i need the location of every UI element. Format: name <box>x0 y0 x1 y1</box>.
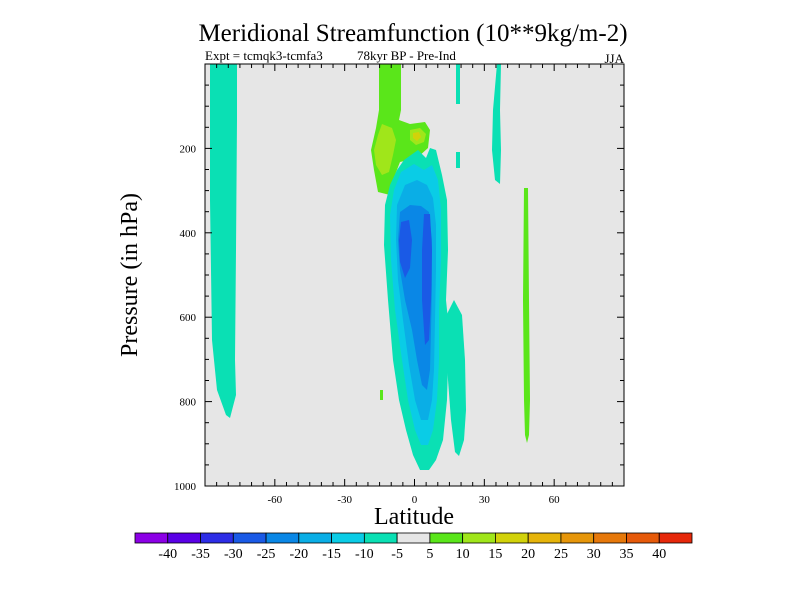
y-tick-label: 200 <box>180 143 197 155</box>
x-axis-ticks: -60 -30 0 30 60 <box>204 64 625 506</box>
negative-cell-core <box>422 214 432 345</box>
colorbar-swatch <box>396 532 431 544</box>
colorbar-swatch <box>134 532 169 544</box>
colorbar-label: -5 <box>391 547 403 562</box>
negative-upper-sliver <box>492 64 501 184</box>
positive-upper-max <box>374 124 396 175</box>
colorbar-swatch <box>429 532 464 544</box>
colorbar-swatch <box>527 532 562 544</box>
negative-north-lobe <box>444 300 466 456</box>
colorbar-swatch <box>298 532 332 544</box>
x-tick-label: -60 <box>267 494 282 506</box>
colorbar-swatch <box>232 532 267 544</box>
y-tick-label: 400 <box>180 228 197 240</box>
y-tick-label: 1000 <box>174 481 197 493</box>
colorbar-label: -15 <box>322 547 341 562</box>
y-tick-label: 600 <box>180 312 197 324</box>
colorbar-swatch <box>200 532 234 544</box>
colorbar: -40 -35 -30 -25 -20 -15 -10 -5 5 10 15 20 25 30 35 40 <box>134 532 693 562</box>
season-label: JJA <box>604 51 624 66</box>
colorbar-label: -40 <box>158 547 177 562</box>
experiment-label: Expt = tcmqk3-tcmfa3 <box>205 48 323 63</box>
colorbar-swatch <box>560 532 595 544</box>
colorbar-swatch <box>265 532 300 544</box>
y-axis-ticks: 200 400 600 800 1000 <box>174 63 624 493</box>
x-tick-label: 0 <box>412 494 418 506</box>
colorbar-label: 5 <box>426 547 433 562</box>
colorbar-label: -35 <box>191 547 210 562</box>
negative-speck-a <box>456 64 460 104</box>
negative-cell-west-core <box>399 220 412 278</box>
colorbar-label: 20 <box>521 547 535 562</box>
y-tick-label: 800 <box>180 397 197 409</box>
x-tick-label: 30 <box>479 494 491 506</box>
colorbar-label: 10 <box>456 547 470 562</box>
colorbar-label: 15 <box>488 547 502 562</box>
colorbar-label: 30 <box>587 547 601 562</box>
colorbar-swatch <box>462 532 496 544</box>
colorbar-label: -30 <box>224 547 243 562</box>
x-axis-label: Latitude <box>374 504 454 530</box>
colorbar-label: 35 <box>619 547 633 562</box>
colorbar-swatch <box>331 532 365 544</box>
negative-south-band <box>210 64 237 418</box>
colorbar-swatch <box>658 532 693 544</box>
positive-speck <box>380 390 383 400</box>
colorbar-swatch <box>626 532 660 544</box>
x-tick-label: 60 <box>549 494 561 506</box>
colorbar-swatch <box>495 532 529 544</box>
colorbar-label: -10 <box>355 547 374 562</box>
colorbar-swatch <box>363 532 398 544</box>
positive-narrow-50n <box>523 188 530 443</box>
period-label: 78kyr BP - Pre-Ind <box>357 48 456 63</box>
chart-title: Meridional Streamfunction (10**9kg/m-2) <box>198 20 627 47</box>
colorbar-label: 25 <box>554 547 568 562</box>
colorbar-swatch <box>167 532 201 544</box>
positive-upper-max-east-core <box>413 132 421 141</box>
x-tick-label: -30 <box>337 494 352 506</box>
colorbar-label: 40 <box>652 547 666 562</box>
negative-speck-b <box>456 152 460 168</box>
colorbar-swatch <box>593 532 627 544</box>
y-axis-label: Pressure (in hPa) <box>117 193 143 357</box>
contour-fills <box>210 64 530 470</box>
colorbar-label: -20 <box>289 547 308 562</box>
colorbar-label: -25 <box>257 547 276 562</box>
